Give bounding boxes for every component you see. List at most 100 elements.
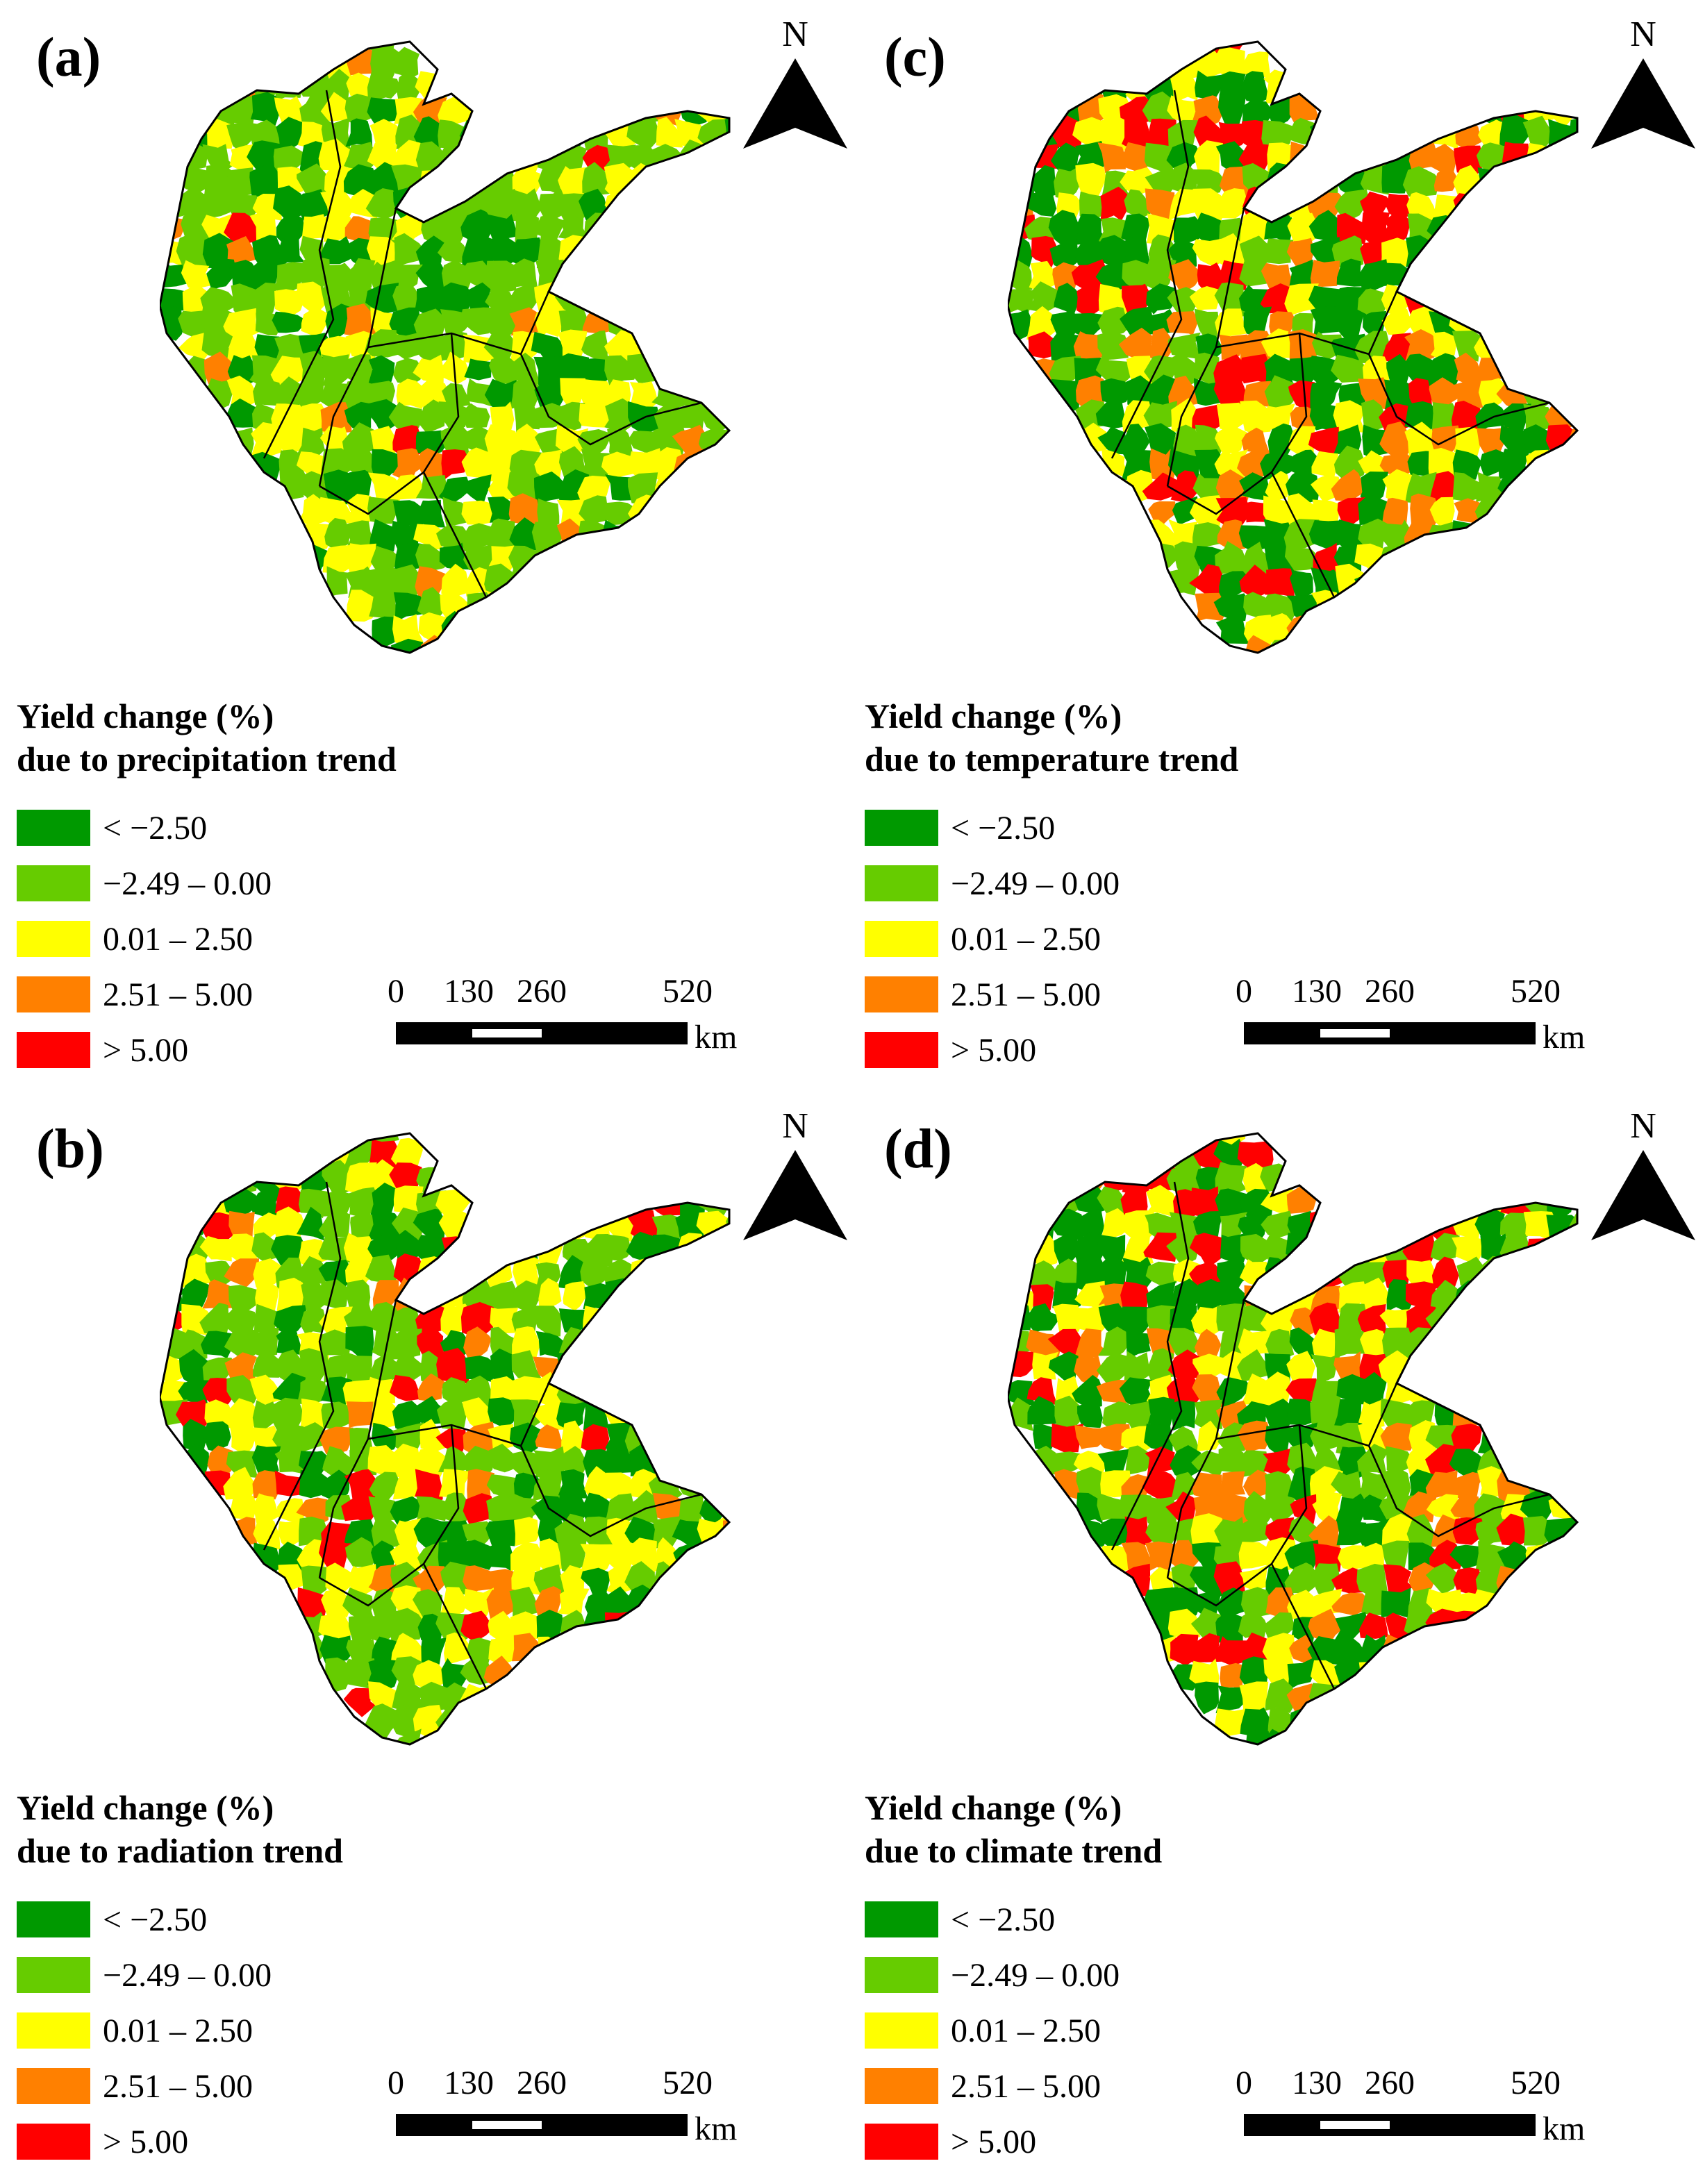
legend-item: −2.49 – 0.00 xyxy=(865,1947,1162,2003)
county-cell xyxy=(1382,469,1414,504)
county-cell xyxy=(394,97,423,124)
county-cell xyxy=(1170,1472,1203,1502)
county-cell xyxy=(1240,400,1273,434)
province-boundary xyxy=(1167,1563,1272,1607)
county-cell xyxy=(580,1544,613,1574)
county-cell xyxy=(1026,306,1063,342)
county-cell xyxy=(1072,1374,1102,1409)
county-cell xyxy=(299,235,326,264)
county-cell xyxy=(1243,306,1272,337)
county-cell xyxy=(205,1260,237,1287)
county-cell xyxy=(1216,1377,1252,1408)
county-cell xyxy=(513,424,542,457)
county-cell xyxy=(1167,332,1202,360)
legend-swatch xyxy=(865,1901,938,1937)
county-cell xyxy=(1170,1633,1199,1666)
county-cell xyxy=(1261,1372,1291,1408)
county-cell xyxy=(507,1450,540,1479)
county-cell xyxy=(367,236,400,269)
county-cell xyxy=(1263,1612,1295,1641)
county-cell xyxy=(582,162,613,196)
county-cell xyxy=(514,1517,539,1547)
county-cell xyxy=(459,118,494,149)
county-cell xyxy=(1168,1426,1199,1453)
county-cell xyxy=(464,1356,495,1383)
legend-item: < −2.50 xyxy=(865,1892,1162,1947)
legend-item: 2.51 – 5.00 xyxy=(17,967,397,1022)
county-cell xyxy=(274,1470,308,1497)
county-cell xyxy=(490,1348,518,1384)
county-cell xyxy=(344,401,375,433)
county-cell xyxy=(624,1561,656,1597)
map-panel-2: (b) N Yield change (%) due to radiation … xyxy=(0,1092,848,2183)
county-cell xyxy=(1334,1493,1368,1528)
county-cell xyxy=(297,1587,328,1619)
county-cell xyxy=(515,213,539,244)
county-cell xyxy=(247,140,283,174)
county-cell xyxy=(1215,1708,1246,1738)
county-cell xyxy=(1502,142,1529,174)
county-cell xyxy=(488,1635,519,1665)
county-cell xyxy=(1213,233,1252,267)
county-cell xyxy=(533,215,565,241)
county-cell xyxy=(1236,1450,1268,1478)
region-outline xyxy=(1008,1132,1579,1746)
county-cell xyxy=(250,1187,281,1218)
scale-bar-graphic xyxy=(1244,1022,1536,1044)
county-cell xyxy=(1357,1444,1389,1476)
county-cell xyxy=(440,422,470,458)
county-cell xyxy=(1381,237,1415,267)
county-cell xyxy=(1122,1256,1156,1288)
county-cell xyxy=(319,236,356,265)
county-cell xyxy=(1431,1256,1459,1290)
county-cell xyxy=(1425,1444,1461,1477)
county-cell xyxy=(251,1326,279,1358)
county-cell xyxy=(1095,354,1133,390)
county-cell xyxy=(272,376,304,412)
choropleth-map xyxy=(1008,1132,1579,1746)
county-cell xyxy=(394,1518,422,1549)
legend-title-line2: due to temperature trend xyxy=(865,740,1239,778)
county-cell xyxy=(1453,193,1483,224)
county-cell xyxy=(1451,1424,1483,1453)
county-cell xyxy=(1357,1304,1387,1335)
county-cell xyxy=(1124,1516,1154,1549)
legend-item: < −2.50 xyxy=(865,800,1238,856)
county-cell xyxy=(224,1258,259,1287)
county-cell xyxy=(1284,283,1319,316)
county-cell xyxy=(1358,1422,1390,1455)
county-cell xyxy=(441,449,469,481)
scale-bar-graphic xyxy=(1244,2114,1536,2136)
county-cell xyxy=(1290,1494,1317,1524)
legend-item: < −2.50 xyxy=(17,1892,343,1947)
county-cell xyxy=(1190,1513,1225,1551)
county-cell xyxy=(415,260,447,292)
county-cell xyxy=(1076,1492,1103,1524)
panel-label: (b) xyxy=(36,1119,104,1180)
county-cell xyxy=(1194,1328,1222,1360)
county-cell xyxy=(252,1400,278,1431)
county-cell xyxy=(1168,72,1200,103)
county-cell xyxy=(1197,262,1225,294)
scale-tick-label: 260 xyxy=(517,2065,567,2101)
county-cell xyxy=(1286,1351,1315,1383)
county-cell xyxy=(344,1537,379,1572)
county-cell xyxy=(1143,256,1177,294)
county-cell xyxy=(367,260,401,291)
county-cell xyxy=(1142,1587,1178,1617)
county-cell xyxy=(1027,1396,1061,1425)
county-cell xyxy=(1426,1494,1461,1524)
county-cell xyxy=(229,1517,258,1547)
county-cell xyxy=(415,235,448,268)
county-cell xyxy=(439,1469,472,1498)
county-cell xyxy=(1238,525,1272,552)
county-cell xyxy=(1496,1565,1531,1596)
county-cell xyxy=(343,237,376,267)
county-cell xyxy=(1239,1656,1268,1689)
county-cell xyxy=(461,500,494,525)
county-cell xyxy=(202,1279,237,1309)
county-cell xyxy=(393,1185,424,1217)
county-cell xyxy=(1499,1212,1528,1240)
legend-item: > 5.00 xyxy=(17,2114,343,2169)
county-cell xyxy=(416,1681,450,1713)
